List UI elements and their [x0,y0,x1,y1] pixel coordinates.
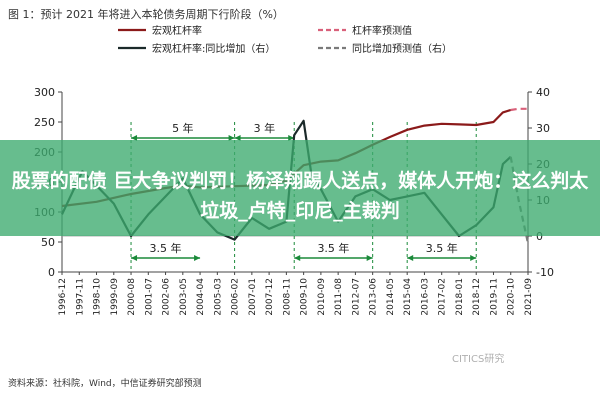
banner-headline[interactable]: 股票的配债 巨大争议判罚！杨泽翔踢人送点，媒体人开炮：这么判太垃圾_卢特_印尼_… [11,170,589,222]
right-tick-label: 0 [536,230,543,243]
left-tick-label: 50 [41,236,55,249]
x-tick-label: 2003-05 [179,278,189,316]
x-tick-label: 2000-08 [127,278,137,316]
cycle-arrowhead-right [470,255,477,261]
cycle-label: 3 年 [254,121,276,135]
x-tick-label: 2001-07 [144,278,154,316]
cycle-arrowhead-left [294,255,301,261]
cycle-arrowhead-left [407,255,414,261]
x-tick-label: 2011-08 [334,278,344,316]
source-note: 资料来源：社科院，Wind，中信证券研究部预测 [8,379,202,389]
chart-title: 图 1：预计 2021 年将进入本轮债务周期下行阶段（%） [8,8,284,21]
x-tick-label: 2019-11 [489,278,499,316]
x-tick-label: 1997-11 [75,278,85,316]
right-tick-label: -10 [536,266,554,279]
x-tick-label: 2016-03 [420,278,430,316]
cycle-arrowhead-right [194,255,201,261]
x-tick-label: 2007-01 [248,278,258,316]
x-tick-label: 2010-09 [317,278,327,316]
legend-label: 杠杆率预测值 [352,24,412,37]
left-tick-label: 0 [48,266,55,279]
x-tick-label: 2009-10 [300,278,310,316]
x-tick-label: 2014-05 [386,278,396,316]
x-tick-label: 2007-12 [265,278,275,316]
overlay-banner[interactable]: 股票的配债 巨大争议判罚！杨泽翔踢人送点，媒体人开炮：这么判太垃圾_卢特_印尼_… [0,140,600,236]
cycle-label: 3.5 年 [150,241,182,255]
cycle-label: 3.5 年 [317,241,349,255]
x-tick-label: 2008-11 [282,278,292,316]
x-tick-label: 1999-09 [110,278,120,316]
x-tick-label: 2018-01 [455,278,465,316]
x-tick-label: 2015-04 [403,278,413,316]
x-tick-label: 2020-10 [507,278,517,316]
right-tick-label: 30 [536,122,550,135]
x-tick-label: 1996-12 [58,278,68,316]
x-tick-label: 1998-10 [93,278,103,316]
cycle-arrowhead-left [234,135,241,141]
cycle-arrowhead-right [228,135,235,141]
cycle-arrowhead-left [131,255,138,261]
x-tick-label: 2017-02 [438,278,448,316]
cycle-label: 5 年 [172,121,194,135]
x-tick-label: 2005-03 [213,278,223,316]
left-tick-label: 300 [34,86,55,99]
x-tick-label: 2021-09 [524,278,534,316]
right-tick-label: 40 [536,86,550,99]
x-tick-label: 2013-06 [369,278,379,316]
watermark: CITICS研究 [452,354,505,365]
cycle-arrowhead-left [131,135,138,141]
x-tick-label: 2018-12 [472,278,482,316]
x-tick-label: 2002-06 [162,278,172,316]
cycle-arrowhead-right [288,135,295,141]
legend-label: 宏观杠杆率:同比增加（右） [152,42,275,55]
left-tick-label: 250 [34,116,55,129]
cycle-label: 3.5 年 [426,241,458,255]
series-line-2 [510,107,528,112]
cycle-arrowhead-right [366,255,373,261]
x-tick-label: 2012-07 [351,278,361,316]
legend-label: 同比增加预测值（右） [352,42,452,55]
x-tick-label: 2004-04 [196,278,206,316]
legend-label: 宏观杠杆率 [152,24,202,37]
x-tick-label: 2006-02 [231,278,241,316]
